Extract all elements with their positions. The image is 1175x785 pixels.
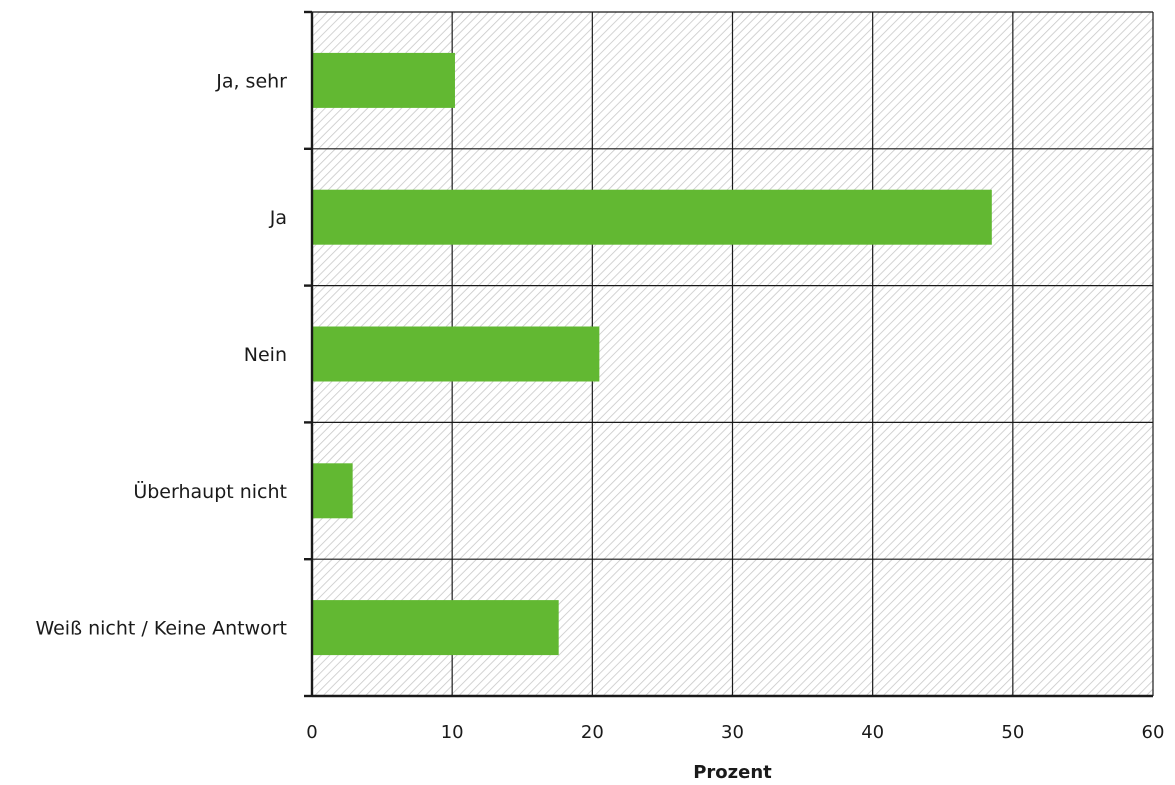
x-tick-label: 30 <box>721 722 744 743</box>
category-label: Ja, sehr <box>215 70 287 92</box>
x-tick-label: 10 <box>441 722 464 743</box>
labels: Ja, sehr Ja Nein Überhaupt nicht Weiß nicht … <box>35 70 1164 743</box>
x-tick-label: 60 <box>1142 722 1165 743</box>
axes <box>304 10 1153 698</box>
x-tick-label: 50 <box>1001 722 1024 743</box>
bars <box>312 52 992 656</box>
category-label: Ja <box>269 207 287 229</box>
bar <box>312 52 455 108</box>
x-tick-label: 20 <box>581 722 604 743</box>
category-label: Überhaupt nicht <box>133 480 287 503</box>
x-tick-label: 0 <box>306 722 317 743</box>
x-tick-label: 40 <box>861 722 884 743</box>
bar <box>312 600 559 656</box>
bar <box>312 189 992 245</box>
category-label: Weiß nicht / Keine Antwort <box>35 618 287 640</box>
bar <box>312 326 600 382</box>
x-axis-title: Prozent <box>693 762 772 781</box>
bar <box>312 463 353 519</box>
category-label: Nein <box>244 344 287 366</box>
